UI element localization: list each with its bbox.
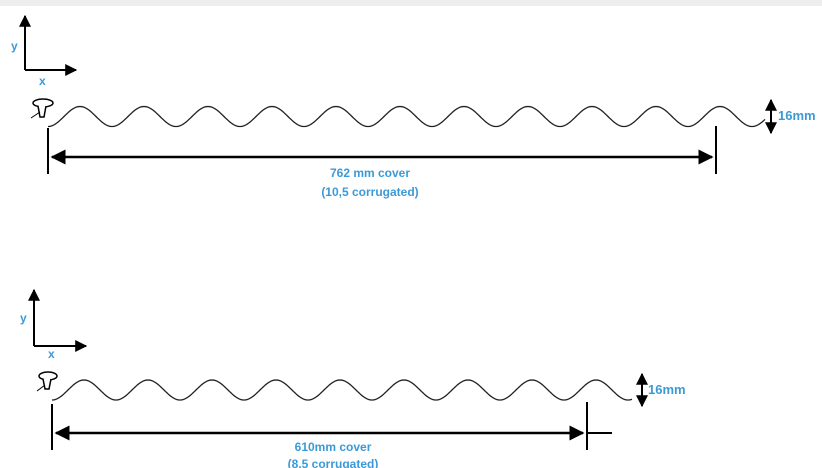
- screw-icon: [36, 371, 58, 392]
- corrugated-profile: [51, 379, 633, 401]
- corrugation-label: (10,5 corrugated): [321, 185, 418, 199]
- height-label: 16mm: [648, 382, 686, 397]
- y-axis-label: y: [20, 311, 27, 325]
- corrugated-profile: [47, 105, 766, 128]
- cover-label: 610mm cover: [295, 440, 372, 454]
- height-label: 16mm: [778, 108, 816, 123]
- axis-indicator: y x: [11, 14, 78, 88]
- panel-762: y x 762 mm cover (10,5 corrugated) 16mm: [11, 14, 816, 199]
- top-shade: [0, 0, 822, 6]
- axis-indicator: y x: [20, 288, 88, 361]
- panel-610: y x 610mm cover (8,5 corrugated) 16mm: [20, 288, 686, 468]
- x-axis-label: x: [48, 347, 55, 361]
- screw-icon: [30, 98, 54, 119]
- corrugation-label: (8,5 corrugated): [288, 457, 379, 468]
- y-axis-label: y: [11, 39, 18, 53]
- x-axis-label: x: [39, 74, 46, 88]
- cover-label: 762 mm cover: [330, 166, 410, 180]
